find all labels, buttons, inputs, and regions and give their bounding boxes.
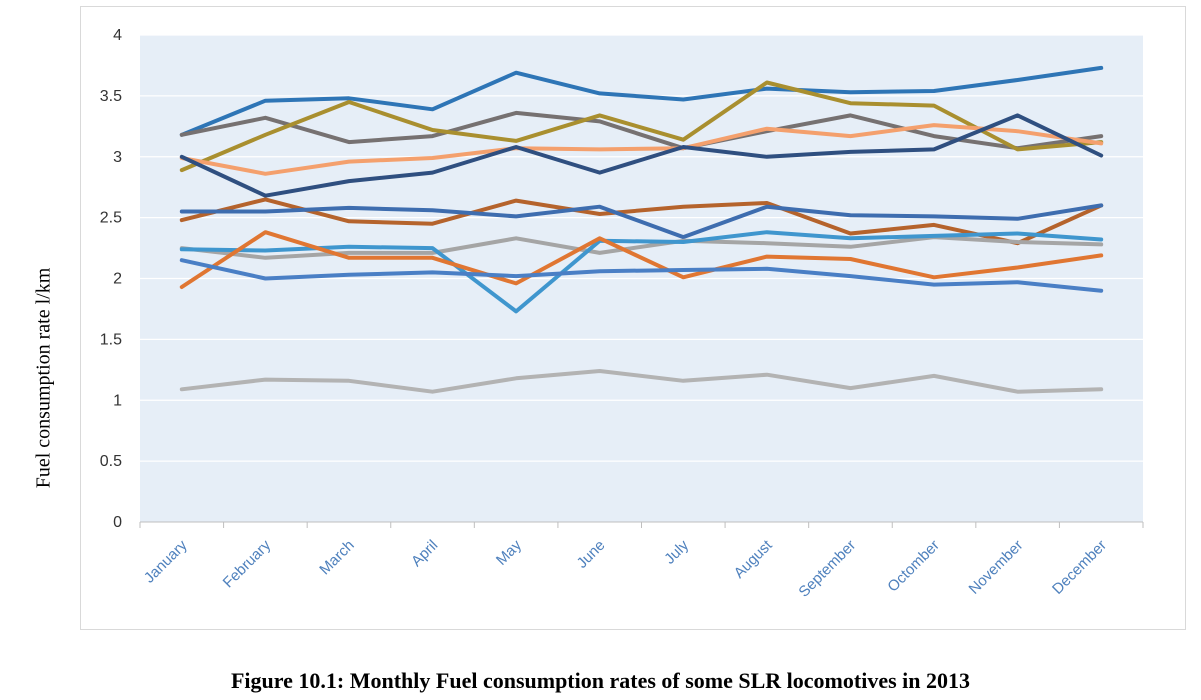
y-tick-label: 4 [113,27,122,44]
series-line-5 [179,113,1104,198]
y-tick-label: 3 [113,149,122,166]
y-tick-label: 2.5 [100,210,122,227]
series-line-4 [179,123,1104,176]
series-line-3 [179,80,1104,173]
series-line-10 [179,230,1104,289]
series-line-7 [179,203,1104,240]
x-tick-label: February [220,536,275,591]
x-tick-label: December [1049,537,1110,598]
series-line-11 [179,258,1104,293]
y-tick-labels: 0 0.5 1 1.5 2 2.5 3 3.5 4 [100,27,122,531]
x-tick-label: November [965,537,1026,598]
x-tick-label: April [408,537,441,570]
series-line-2 [179,110,1104,151]
series-line-1 [179,65,1104,137]
y-tick-label: 1 [113,392,122,409]
x-tick-label: August [731,536,777,582]
y-tick-label: 3.5 [100,88,122,105]
x-tick-label: January [141,536,191,586]
y-tick-label: 2 [113,271,122,288]
x-tick-label: September [795,537,859,601]
y-tick-label: 1.5 [100,331,122,348]
x-tick-labels: January February March April May June July Augu… [141,536,1110,600]
x-tick-label: May [493,536,525,568]
figure-caption: Figure 10.1: Monthly Fuel consumption ra… [230,668,970,693]
line-chart: 0 0.5 1 1.5 2 2.5 3 3.5 4 January February March Ap… [100,27,1144,601]
y-tick-label: 0 [113,514,122,531]
y-axis-label: Fuel consumption rate l/km [32,267,55,489]
series-lines [179,65,1104,394]
y-tick-label: 0.5 [100,453,122,470]
x-tick-label: March [316,537,357,578]
series-line-9 [179,230,1104,314]
x-tick-label: Octomber [884,537,943,596]
x-tick-label: July [661,536,692,567]
series-line-12 [179,369,1104,394]
x-tick-label: June [574,537,609,572]
series-line-6 [179,197,1104,246]
